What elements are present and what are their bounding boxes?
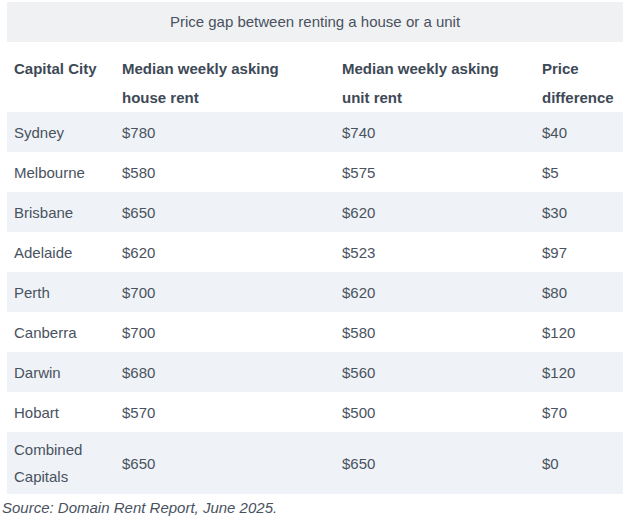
column-header-price-difference: Price difference	[535, 42, 623, 112]
cell-city: Melbourne	[7, 152, 115, 192]
cell-price-difference: $40	[535, 112, 623, 152]
cell-unit-rent: $650	[335, 432, 535, 494]
cell-unit-rent: $620	[335, 192, 535, 232]
cell-price-difference: $0	[535, 432, 623, 494]
cell-price-difference: $5	[535, 152, 623, 192]
rent-price-gap-table: Price gap between renting a house or a u…	[7, 2, 623, 494]
header-row: Capital City Median weekly asking house …	[7, 42, 623, 112]
data-table: Capital City Median weekly asking house …	[7, 42, 623, 494]
cell-house-rent: $650	[115, 192, 335, 232]
table-row-sydney: Sydney $780 $740 $40	[7, 112, 623, 152]
cell-city: Hobart	[7, 392, 115, 432]
column-header-capital-city: Capital City	[7, 42, 115, 112]
cell-house-rent: $620	[115, 232, 335, 272]
cell-city: Brisbane	[7, 192, 115, 232]
cell-unit-rent: $740	[335, 112, 535, 152]
source-caption: Source: Domain Rent Report, June 2025.	[2, 499, 623, 516]
cell-city: Combined Capitals	[7, 432, 115, 494]
table-row-melbourne: Melbourne $580 $575 $5	[7, 152, 623, 192]
cell-unit-rent: $560	[335, 352, 535, 392]
cell-house-rent: $780	[115, 112, 335, 152]
cell-price-difference: $120	[535, 352, 623, 392]
cell-city: Canberra	[7, 312, 115, 352]
cell-price-difference: $80	[535, 272, 623, 312]
column-header-unit-rent: Median weekly asking unit rent	[335, 42, 535, 112]
cell-city: Darwin	[7, 352, 115, 392]
table-row-canberra: Canberra $700 $580 $120	[7, 312, 623, 352]
cell-house-rent: $680	[115, 352, 335, 392]
cell-price-difference: $120	[535, 312, 623, 352]
cell-house-rent: $700	[115, 312, 335, 352]
cell-unit-rent: $620	[335, 272, 535, 312]
cell-house-rent: $580	[115, 152, 335, 192]
cell-city: Sydney	[7, 112, 115, 152]
cell-price-difference: $30	[535, 192, 623, 232]
cell-city: Perth	[7, 272, 115, 312]
table-row-perth: Perth $700 $620 $80	[7, 272, 623, 312]
cell-price-difference: $70	[535, 392, 623, 432]
cell-unit-rent: $523	[335, 232, 535, 272]
cell-house-rent: $650	[115, 432, 335, 494]
cell-house-rent: $570	[115, 392, 335, 432]
table-row-hobart: Hobart $570 $500 $70	[7, 392, 623, 432]
table-row-adelaide: Adelaide $620 $523 $97	[7, 232, 623, 272]
cell-price-difference: $97	[535, 232, 623, 272]
table-row-brisbane: Brisbane $650 $620 $30	[7, 192, 623, 232]
cell-house-rent: $700	[115, 272, 335, 312]
cell-unit-rent: $575	[335, 152, 535, 192]
table-row-darwin: Darwin $680 $560 $120	[7, 352, 623, 392]
column-header-house-rent: Median weekly asking house rent	[115, 42, 335, 112]
table-row-combined-capitals: Combined Capitals $650 $650 $0	[7, 432, 623, 494]
cell-unit-rent: $500	[335, 392, 535, 432]
cell-city: Adelaide	[7, 232, 115, 272]
cell-unit-rent: $580	[335, 312, 535, 352]
table-title: Price gap between renting a house or a u…	[7, 2, 623, 42]
